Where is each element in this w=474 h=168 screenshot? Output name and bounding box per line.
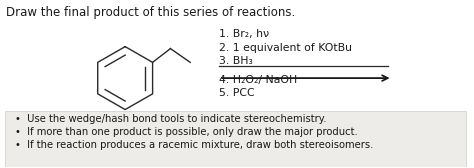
Text: •  If the reaction produces a racemic mixture, draw both stereoisomers.: • If the reaction produces a racemic mix… [15,140,374,150]
Text: 2. 1 equivalent of KOtBu: 2. 1 equivalent of KOtBu [219,43,352,53]
Text: Draw the final product of this series of reactions.: Draw the final product of this series of… [6,6,296,19]
FancyBboxPatch shape [5,111,466,167]
Text: 3. BH₃: 3. BH₃ [219,56,253,67]
Text: •  If more than one product is possible, only draw the major product.: • If more than one product is possible, … [15,127,358,137]
Text: •  Use the wedge/hash bond tools to indicate stereochemistry.: • Use the wedge/hash bond tools to indic… [15,114,327,123]
Text: 5. PCC: 5. PCC [219,88,255,98]
Text: 4. H₂O₂/ NaOH: 4. H₂O₂/ NaOH [219,75,298,85]
Text: 1. Br₂, hν: 1. Br₂, hν [219,29,269,39]
